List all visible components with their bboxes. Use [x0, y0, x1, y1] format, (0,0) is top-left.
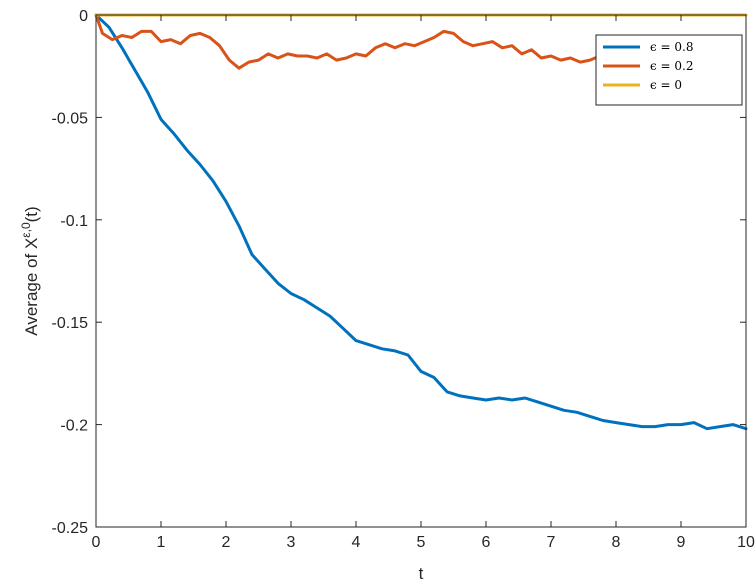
y-tick-label: -0.1	[60, 213, 88, 230]
x-axis-label: t	[419, 564, 424, 582]
x-tick-label: 9	[677, 534, 686, 551]
x-tick-label: 7	[547, 534, 556, 551]
series-line-1	[94, 13, 602, 70]
y-axis-label-prefix: Average of X	[22, 238, 41, 336]
y-tick-label: -0.05	[52, 110, 89, 127]
legend-label-0: ϵ = 0.8	[650, 40, 694, 54]
x-tick-label: 2	[222, 534, 231, 551]
tick-layer: 0 1 2 3 4 5 6 7 8 9 10 0 -0.05 -0.1 -0.15 -0.2 -0.25	[52, 8, 755, 551]
y-tick-label: 0	[79, 8, 88, 25]
legend-label-1: ϵ = 0.2	[650, 59, 694, 73]
series-line-0	[94, 13, 748, 431]
x-tick-label: 1	[157, 534, 166, 551]
x-tick-label: 10	[737, 534, 755, 551]
x-tick-label: 4	[352, 534, 361, 551]
legend-label-2: ϵ = 0	[650, 78, 682, 92]
legend: ϵ = 0.8 ϵ = 0.2 ϵ = 0	[595, 34, 743, 106]
x-tick-label: 8	[612, 534, 621, 551]
x-tick-label: 0	[92, 534, 101, 551]
y-tick-label: -0.15	[52, 315, 89, 332]
y-axis-label: Average of Xε,0(t)	[19, 206, 41, 335]
y-tick-label: -0.25	[52, 520, 89, 537]
x-tick-label: 5	[417, 534, 426, 551]
y-axis-label-superscript: ε,0	[19, 222, 33, 238]
x-tick-label: 6	[482, 534, 491, 551]
x-tick-label: 3	[287, 534, 296, 551]
y-tick-label: -0.2	[60, 418, 88, 435]
y-axis-label-suffix: (t)	[22, 206, 41, 222]
